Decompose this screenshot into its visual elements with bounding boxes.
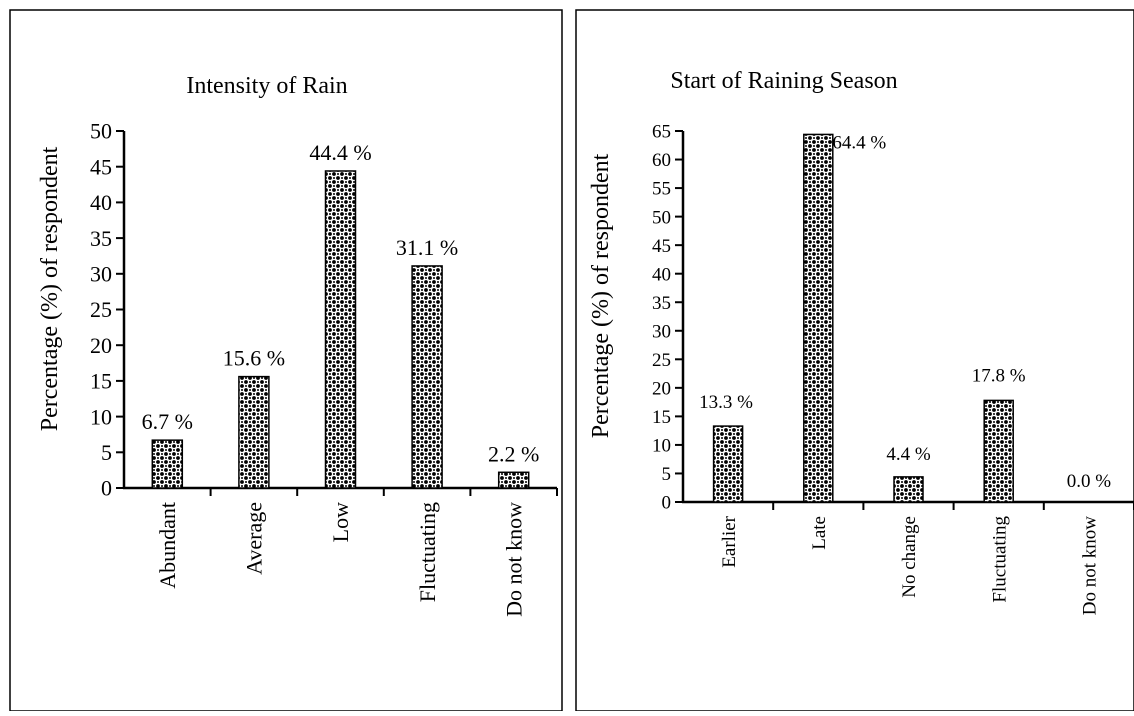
data-label: 17.8 % <box>972 365 1026 386</box>
data-label: 64.4 % <box>832 132 886 153</box>
y-tick-label: 25 <box>652 350 671 371</box>
x-category-label: Earlier <box>719 515 740 567</box>
y-tick-label: 45 <box>90 154 112 179</box>
y-tick-label: 35 <box>652 293 671 314</box>
plot-area: 0 5 10 15 20 25 30 35 40 45 50 6.7 % Abundant 15.6 % A… <box>90 119 558 617</box>
chart-title: Intensity of Rain <box>186 73 347 99</box>
y-tick-label: 45 <box>652 236 671 257</box>
x-category-label: Low <box>328 502 353 542</box>
data-label: 0.0 % <box>1067 471 1112 492</box>
plot-area: 0 5 10 15 20 25 30 35 40 45 50 55 60 65 13.3 % Earlier 6… <box>652 122 1134 616</box>
bar <box>712 425 744 503</box>
x-category-label: Late <box>809 516 830 550</box>
x-category-label: Average <box>242 502 267 575</box>
y-tick-label: 60 <box>652 150 671 171</box>
y-tick-label: 40 <box>652 264 671 285</box>
y-tick-label: 35 <box>90 226 112 251</box>
x-category-label: Abundant <box>155 502 180 589</box>
bar <box>324 170 357 489</box>
y-tick-label: 20 <box>652 378 671 399</box>
x-category-label: Do not know <box>501 502 526 617</box>
y-tick-label: 0 <box>101 476 112 501</box>
bar <box>411 265 443 489</box>
y-tick-label: 30 <box>652 321 671 342</box>
bar <box>151 439 184 489</box>
x-category-label: Do not know <box>1080 516 1101 616</box>
y-tick-label: 15 <box>652 407 671 428</box>
data-label: 44.4 % <box>309 140 371 165</box>
bar <box>238 375 270 489</box>
bar <box>497 471 530 489</box>
y-tick-label: 0 <box>662 493 672 514</box>
data-label: 2.2 % <box>488 441 539 466</box>
chart-panel-intensity-of-rain: Intensity of Rain Percentage (%) of resp… <box>9 9 563 712</box>
data-label: 13.3 % <box>699 392 753 413</box>
data-label: 4.4 % <box>886 444 931 465</box>
x-category-label: Fluctuating <box>989 516 1010 603</box>
bar <box>983 399 1014 503</box>
x-category-label: Fluctuating <box>415 502 440 602</box>
y-tick-label: 40 <box>90 190 112 215</box>
y-tick-label: 50 <box>90 119 112 144</box>
y-tick-label: 25 <box>90 297 112 322</box>
y-tick-label: 15 <box>90 369 112 394</box>
x-category-label: No change <box>899 516 920 598</box>
y-axis-label: Percentage (%) of respondent <box>588 153 614 438</box>
y-tick-label: 30 <box>90 262 112 287</box>
bar <box>803 133 834 503</box>
data-label: 31.1 % <box>396 235 458 260</box>
y-tick-label: 10 <box>90 404 112 429</box>
chart-frame <box>9 9 563 712</box>
y-tick-label: 5 <box>101 440 112 465</box>
y-axis-label: Percentage (%) of respondent <box>37 146 63 431</box>
chart-title: Start of Raining Season <box>670 68 897 94</box>
bar <box>893 476 924 503</box>
data-label: 6.7 % <box>142 409 193 434</box>
chart-frame <box>575 9 1134 712</box>
y-tick-label: 5 <box>662 464 672 485</box>
y-tick-label: 65 <box>652 122 671 143</box>
y-tick-label: 55 <box>652 179 671 200</box>
data-label: 15.6 % <box>223 346 285 371</box>
chart-panel-start-of-raining-season: Start of Raining Season Percentage (%) o… <box>575 9 1134 712</box>
y-tick-label: 50 <box>652 207 671 228</box>
y-tick-label: 10 <box>652 436 671 457</box>
y-tick-label: 20 <box>90 333 112 358</box>
